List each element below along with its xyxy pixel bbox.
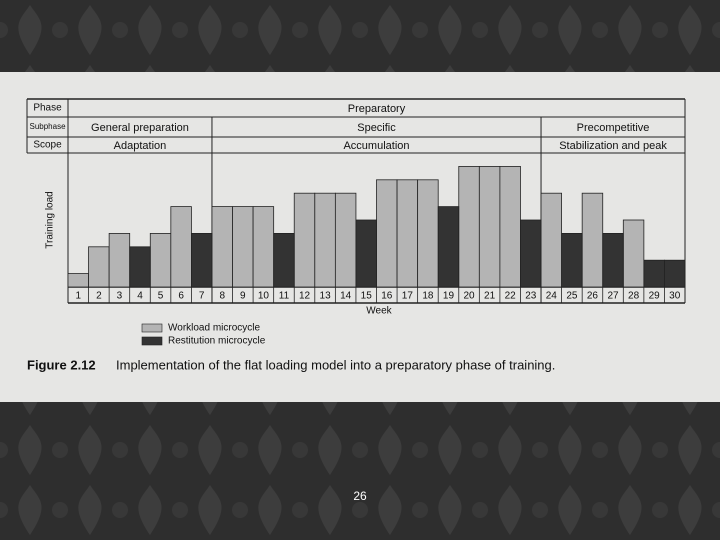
caption: Implementation of the flat loading model… (116, 357, 555, 372)
scope-label: Accumulation (343, 140, 409, 152)
x-tick-label: 19 (443, 291, 455, 302)
bar (499, 165, 521, 288)
x-tick-label: 4 (137, 291, 143, 302)
bar (396, 179, 419, 288)
bar (190, 232, 213, 288)
bar (170, 206, 192, 288)
x-tick-label: 26 (587, 291, 599, 302)
legend-swatch (141, 336, 163, 346)
bar (581, 192, 604, 288)
x-tick-label: 2 (96, 291, 102, 302)
x-tick-label: 7 (199, 291, 205, 302)
x-tick-label: 12 (299, 291, 311, 302)
bar (252, 206, 275, 288)
x-tick-label: 13 (320, 291, 332, 302)
x-tick-label: 8 (219, 291, 225, 302)
x-tick-label: 27 (607, 291, 619, 302)
subphase-label: Specific (357, 122, 396, 134)
bar (417, 179, 439, 288)
x-tick-label: 23 (525, 291, 537, 302)
caption-label: Figure 2.12 (27, 357, 96, 372)
x-tick-label: 1 (76, 291, 82, 302)
bar (88, 246, 110, 288)
x-tick-label: 21 (484, 291, 496, 302)
scope-label: Adaptation (114, 140, 167, 152)
bar (273, 232, 295, 288)
bar (602, 232, 624, 288)
x-tick-label: 18 (422, 291, 434, 302)
bar (540, 192, 562, 288)
bar (149, 232, 172, 288)
subphase-label: Precompetitive (577, 122, 650, 134)
x-tick-label: 14 (340, 291, 352, 302)
x-tick-label: 15 (361, 291, 373, 302)
bar (334, 192, 357, 288)
legend-swatch (141, 323, 163, 333)
x-tick-label: 11 (279, 291, 290, 302)
x-tick-label: 10 (258, 291, 270, 302)
bar (293, 192, 316, 288)
bar (458, 165, 480, 288)
bar (314, 192, 336, 288)
bar (622, 219, 645, 288)
legend-label: Workload microcycle (168, 323, 260, 334)
x-axis-label: Week (366, 306, 392, 317)
bar (478, 165, 501, 288)
row-header: Phase (33, 103, 62, 114)
bar (108, 232, 131, 288)
bar (520, 219, 542, 288)
x-tick-label: 3 (117, 291, 123, 302)
bar (67, 273, 89, 288)
row-header: Scope (33, 140, 62, 151)
x-tick-label: 28 (628, 291, 640, 302)
x-tick-label: 9 (240, 291, 246, 302)
bar (561, 232, 583, 288)
x-tick-label: 24 (546, 291, 558, 302)
x-tick-label: 22 (505, 291, 517, 302)
bar (643, 259, 665, 288)
scope-label: Stabilization and peak (559, 140, 667, 152)
x-tick-label: 5 (158, 291, 164, 302)
x-tick-label: 17 (402, 291, 414, 302)
bar (437, 206, 460, 288)
bar (211, 206, 233, 288)
x-tick-label: 16 (381, 291, 393, 302)
x-tick-label: 30 (669, 291, 681, 302)
x-tick-label: 29 (649, 291, 661, 302)
bar (355, 219, 377, 288)
phase-label: Preparatory (348, 103, 406, 115)
page-number: 26 (353, 489, 367, 503)
subphase-label: General preparation (91, 122, 189, 134)
y-axis-label: Training load (45, 191, 56, 248)
bar (129, 246, 151, 288)
x-tick-label: 20 (463, 291, 475, 302)
x-tick-label: 6 (178, 291, 184, 302)
bar (232, 206, 254, 288)
row-header: Subphase (29, 122, 66, 131)
legend-label: Restitution microcycle (168, 336, 266, 347)
x-tick-label: 25 (566, 291, 578, 302)
bar (664, 259, 686, 288)
bar (376, 179, 398, 288)
